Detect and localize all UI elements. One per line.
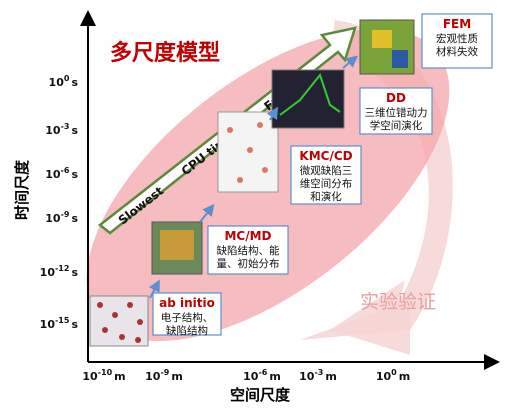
tick-base: 10 (45, 212, 61, 225)
method-desc: 缺陷结构、能 (217, 244, 280, 257)
tick-exponent: -6 (258, 368, 267, 377)
tick-unit: s (71, 124, 78, 137)
step-arrows (148, 55, 359, 299)
y-tick-label: 10-6 s (45, 166, 78, 181)
x-tick-label: 10-9 m (145, 368, 183, 383)
method-desc: 学空间演化 (370, 119, 423, 132)
tick-exponent: -9 (160, 368, 169, 377)
tick-unit: m (269, 370, 280, 383)
method-desc: 和演化 (310, 190, 342, 203)
y-tick-label: 10-15 s (40, 316, 79, 331)
y-tick-label: 10-12 s (40, 264, 79, 279)
tick-exponent: 0 (391, 368, 397, 377)
method-box (359, 87, 433, 135)
tick-unit: s (71, 76, 78, 89)
x-tick-label: 100 m (376, 368, 410, 383)
tick-exponent: -12 (55, 264, 69, 273)
title: 多尺度模型 (110, 40, 220, 66)
tick-unit: s (71, 168, 78, 181)
validation-arrow-head (300, 300, 410, 340)
x-axis-label: 空间尺度 (230, 386, 291, 404)
y-tick-label: 10-9 s (45, 210, 78, 225)
tick-unit: m (399, 370, 410, 383)
method-name: FEM (443, 17, 471, 31)
y-tick-label: 100 s (49, 74, 79, 89)
tick-base: 10 (40, 266, 56, 279)
tick-exponent: -15 (55, 316, 70, 325)
tick-base: 10 (45, 168, 61, 181)
tick-base: 10 (299, 370, 315, 383)
tick-exponent: -3 (314, 368, 323, 377)
tick-unit: s (71, 318, 78, 331)
method-desc: 微观缺陷三 (300, 164, 353, 177)
tick-base: 10 (376, 370, 392, 383)
method-box (152, 292, 222, 336)
tick-base: 10 (145, 370, 161, 383)
method-name: ab initio (159, 296, 215, 310)
method-box (207, 225, 289, 275)
method-desc: 电子结构、 (161, 311, 214, 324)
x-tick-label: 10-3 m (299, 368, 337, 383)
tick-unit: s (71, 266, 78, 279)
x-tick-label: 10-10 m (82, 368, 125, 383)
tick-unit: s (71, 212, 78, 225)
y-axis-label: 时间尺度 (13, 159, 31, 220)
tick-base: 10 (45, 124, 61, 137)
method-images (89, 19, 415, 347)
method-box (421, 13, 493, 69)
method-box (290, 145, 362, 205)
tick-exponent: -6 (61, 166, 70, 175)
tick-exponent: 0 (64, 74, 70, 83)
method-name: DD (386, 91, 406, 105)
tick-base: 10 (82, 370, 98, 383)
method-desc: 量、初始分布 (217, 257, 280, 270)
x-tick-label: 10-6 m (243, 368, 281, 383)
tick-exponent: -9 (61, 210, 70, 219)
method-desc: 三维位错动力 (365, 106, 428, 119)
method-desc: 维空间分布 (300, 177, 353, 190)
tick-exponent: -10 (98, 368, 113, 377)
tick-exponent: -3 (61, 122, 70, 131)
method-desc: 缺陷结构 (166, 324, 208, 337)
validation-label: 实验验证 (360, 291, 436, 313)
tick-base: 10 (243, 370, 259, 383)
tick-base: 10 (40, 318, 56, 331)
method-name: KMC/CD (299, 149, 352, 163)
tick-unit: m (325, 370, 336, 383)
method-name: MC/MD (224, 229, 271, 243)
method-desc: 宏观性质 (436, 32, 478, 45)
method-desc: 材料失效 (436, 45, 478, 58)
tick-unit: m (114, 370, 125, 383)
tick-base: 10 (49, 76, 65, 89)
y-tick-label: 10-3 s (45, 122, 78, 137)
tick-unit: m (171, 370, 182, 383)
